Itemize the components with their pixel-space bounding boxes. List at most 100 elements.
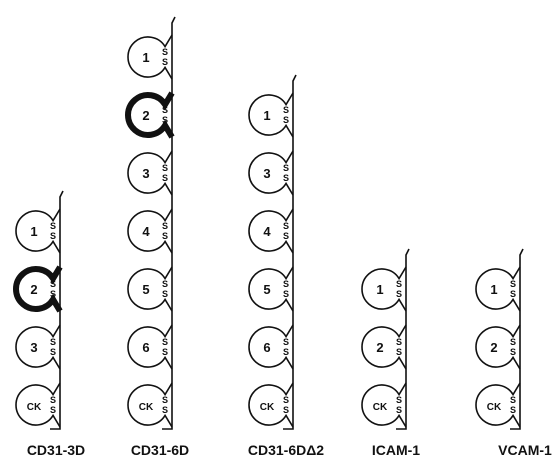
ig-domain: 2 SS xyxy=(361,324,407,370)
backbone-line xyxy=(50,190,64,430)
domain-label: 6 xyxy=(142,340,149,355)
disulfide-s-label: S xyxy=(283,221,289,231)
domain-label: CK xyxy=(487,402,502,413)
ig-domain: 1 SS xyxy=(15,208,61,254)
ig-domain: 4 SS xyxy=(248,208,294,254)
ig-domain: 1 SS xyxy=(361,266,407,312)
disulfide-s-label: S xyxy=(283,173,289,183)
domain-label: 3 xyxy=(263,166,270,181)
disulfide-s-label: S xyxy=(162,57,168,67)
domain-loop xyxy=(127,150,173,196)
domain-label: 1 xyxy=(30,224,37,239)
disulfide-s-label: S xyxy=(162,163,168,173)
domain-loop xyxy=(248,324,294,370)
domain-label: CK xyxy=(27,402,42,413)
domain-loop xyxy=(475,266,521,312)
disulfide-s-label: S xyxy=(283,115,289,125)
disulfide-s-label: S xyxy=(162,279,168,289)
domain-loop xyxy=(475,324,521,370)
disulfide-s-label: S xyxy=(510,337,516,347)
domain-loop xyxy=(248,208,294,254)
disulfide-s-label: S xyxy=(283,289,289,299)
backbone-line xyxy=(283,74,297,430)
construct-name: CD31-6DΔ2 xyxy=(248,442,324,458)
domain-loop xyxy=(248,266,294,312)
construct-name: ICAM-1 xyxy=(372,442,420,458)
domain-loop xyxy=(127,208,173,254)
ig-domain: CK SS xyxy=(248,382,294,428)
domain-loop xyxy=(361,382,407,428)
disulfide-s-label: S xyxy=(396,289,402,299)
domain-label: CK xyxy=(260,402,275,413)
domain-label: 2 xyxy=(142,108,149,123)
backbone-line xyxy=(162,16,176,430)
domain-label: 2 xyxy=(376,340,383,355)
disulfide-s-label: S xyxy=(283,347,289,357)
domain-label: 1 xyxy=(263,108,270,123)
ig-domain: 6 SS xyxy=(127,324,173,370)
domain-loop xyxy=(15,208,61,254)
domain-label: 2 xyxy=(30,282,37,297)
highlighted-domain-loop xyxy=(13,265,63,313)
disulfide-s-label: S xyxy=(283,231,289,241)
ig-domain: 4 SS xyxy=(127,208,173,254)
domain-loop xyxy=(475,382,521,428)
disulfide-s-label: S xyxy=(50,231,56,241)
domain-label: 1 xyxy=(376,282,383,297)
ig-domain: 5 SS xyxy=(248,266,294,312)
disulfide-s-label: S xyxy=(283,405,289,415)
domain-label: CK xyxy=(373,402,388,413)
disulfide-s-label: S xyxy=(283,279,289,289)
disulfide-s-label: S xyxy=(283,395,289,405)
ig-domain: 2 SS xyxy=(125,91,175,139)
domain-loop xyxy=(361,324,407,370)
construct-name: VCAM-1 xyxy=(498,442,552,458)
disulfide-s-label: S xyxy=(396,347,402,357)
disulfide-s-label: S xyxy=(396,337,402,347)
ig-domain: CK SS xyxy=(127,382,173,428)
disulfide-s-label: S xyxy=(510,347,516,357)
ig-domain: 5 SS xyxy=(127,266,173,312)
ig-domain: 1 SS xyxy=(248,92,294,138)
ig-domain: 3 SS xyxy=(15,324,61,370)
domain-label: 5 xyxy=(142,282,149,297)
disulfide-s-label: S xyxy=(283,337,289,347)
disulfide-s-label: S xyxy=(50,405,56,415)
ig-domain: 1 SS xyxy=(475,266,521,312)
domain-loop xyxy=(127,266,173,312)
backbone-line xyxy=(396,248,410,430)
domain-loop xyxy=(127,324,173,370)
domain-label: 5 xyxy=(263,282,270,297)
domain-label: 3 xyxy=(30,340,37,355)
disulfide-s-label: S xyxy=(396,279,402,289)
disulfide-s-label: S xyxy=(396,405,402,415)
disulfide-s-label: S xyxy=(162,221,168,231)
ig-domain: 3 SS xyxy=(248,150,294,196)
disulfide-s-label: S xyxy=(162,289,168,299)
ig-domain: 3 SS xyxy=(127,150,173,196)
disulfide-s-label: S xyxy=(510,405,516,415)
domain-loop xyxy=(15,324,61,370)
domain-label: 4 xyxy=(142,224,150,239)
domain-label: 4 xyxy=(263,224,271,239)
disulfide-s-label: S xyxy=(50,347,56,357)
ig-domain: CK SS xyxy=(361,382,407,428)
disulfide-s-label: S xyxy=(50,337,56,347)
disulfide-s-label: S xyxy=(162,347,168,357)
domain-label: 1 xyxy=(490,282,497,297)
disulfide-s-label: S xyxy=(162,173,168,183)
ig-domain: 6 SS xyxy=(248,324,294,370)
disulfide-s-label: S xyxy=(510,279,516,289)
disulfide-s-label: S xyxy=(50,289,56,299)
disulfide-s-label: S xyxy=(162,405,168,415)
disulfide-s-label: S xyxy=(510,395,516,405)
disulfide-s-label: S xyxy=(283,163,289,173)
disulfide-s-label: S xyxy=(162,337,168,347)
disulfide-s-label: S xyxy=(283,105,289,115)
disulfide-s-label: S xyxy=(50,221,56,231)
